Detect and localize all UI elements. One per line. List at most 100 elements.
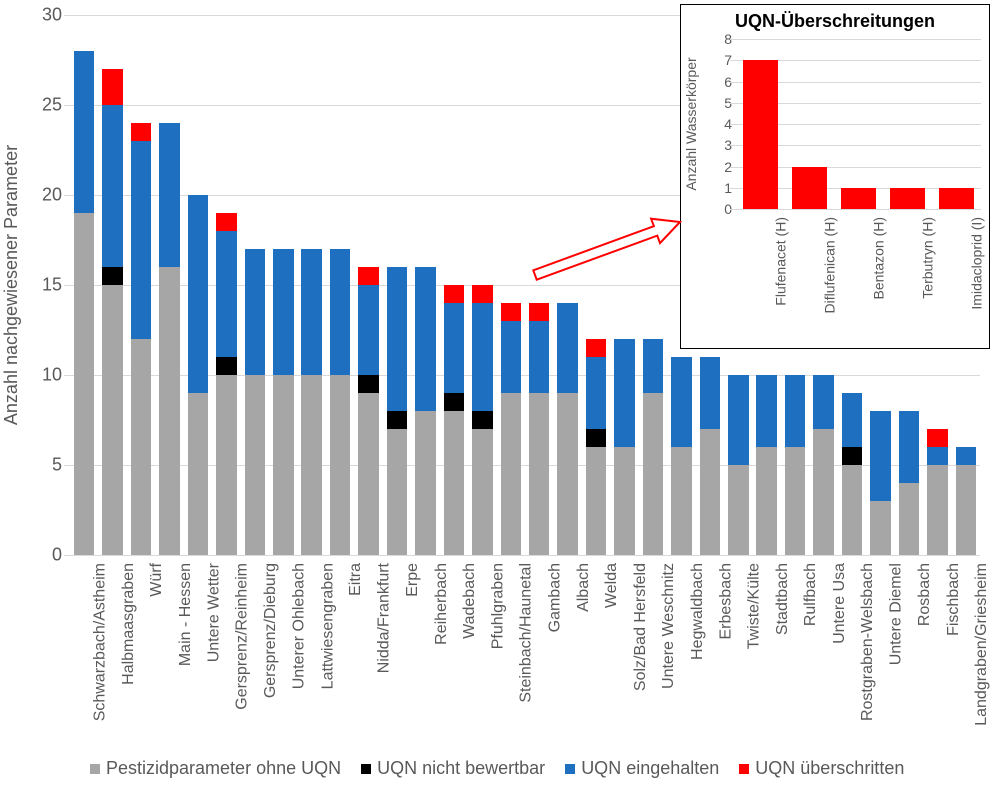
inset-bar bbox=[890, 188, 924, 209]
bar-segment-ohne_uqn bbox=[444, 411, 464, 555]
legend-item: UQN überschritten bbox=[739, 758, 904, 779]
bar-segment-eingeh bbox=[131, 141, 151, 339]
legend-swatch bbox=[361, 764, 371, 774]
bar-segment-eingeh bbox=[415, 267, 435, 411]
bar bbox=[74, 15, 94, 555]
bar-segment-nicht_bew bbox=[387, 411, 407, 429]
bar-segment-ohne_uqn bbox=[529, 393, 549, 555]
bar-segment-eingeh bbox=[586, 357, 606, 429]
bar-segment-ohne_uqn bbox=[387, 429, 407, 555]
bar-segment-ueber bbox=[131, 123, 151, 141]
bar-segment-nicht_bew bbox=[102, 267, 122, 285]
bar-segment-ohne_uqn bbox=[245, 375, 265, 555]
inset-x-axis-line bbox=[736, 209, 981, 210]
bar-segment-nicht_bew bbox=[472, 411, 492, 429]
x-tick-label: Stadtbach bbox=[774, 563, 792, 635]
inset-bar bbox=[743, 60, 777, 209]
bar bbox=[358, 15, 378, 555]
legend-item: UQN eingehalten bbox=[565, 758, 719, 779]
x-tick-label: Gersprenz/Dieburg bbox=[262, 563, 280, 698]
x-tick-label: Steinbach/Haunetal bbox=[518, 563, 536, 703]
bar-segment-ueber bbox=[927, 429, 947, 447]
bar-segment-eingeh bbox=[785, 375, 805, 447]
bar-segment-ohne_uqn bbox=[756, 447, 776, 555]
bar-segment-ueber bbox=[102, 69, 122, 105]
bar-segment-eingeh bbox=[444, 303, 464, 393]
bar-segment-ohne_uqn bbox=[614, 447, 634, 555]
x-tick-label: Gersprenz/Reinheim bbox=[234, 563, 252, 710]
bar-segment-ohne_uqn bbox=[899, 483, 919, 555]
y-tick-mark bbox=[64, 465, 70, 466]
bar-segment-eingeh bbox=[899, 411, 919, 483]
y-tick-mark bbox=[730, 39, 736, 40]
y-tick-mark bbox=[64, 285, 70, 286]
bar-segment-ohne_uqn bbox=[301, 375, 321, 555]
bar-segment-eingeh bbox=[557, 303, 577, 393]
callout-arrow bbox=[515, 202, 700, 295]
bar-segment-eingeh bbox=[728, 375, 748, 465]
bar-segment-nicht_bew bbox=[444, 393, 464, 411]
bar-segment-nicht_bew bbox=[358, 375, 378, 393]
bar bbox=[188, 15, 208, 555]
bar-segment-ueber bbox=[586, 339, 606, 357]
x-tick-label: Würf bbox=[148, 563, 166, 597]
bar-segment-eingeh bbox=[330, 249, 350, 375]
y-tick-mark bbox=[730, 167, 736, 168]
bar bbox=[159, 15, 179, 555]
bar bbox=[131, 15, 151, 555]
inset-x-label: Flufenacet (H) bbox=[773, 217, 789, 306]
bar-segment-eingeh bbox=[756, 375, 776, 447]
bar-segment-ohne_uqn bbox=[159, 267, 179, 555]
legend: Pestizidparameter ohne UQN UQN nicht bewe… bbox=[90, 758, 904, 779]
bar-segment-ohne_uqn bbox=[842, 465, 862, 555]
bar-segment-ohne_uqn bbox=[557, 393, 577, 555]
bar-segment-ohne_uqn bbox=[358, 393, 378, 555]
inset-title: UQN-Überschreitungen bbox=[681, 11, 989, 32]
bar-segment-ohne_uqn bbox=[700, 429, 720, 555]
x-tick-label: Gambach bbox=[546, 563, 564, 632]
bar-segment-eingeh bbox=[870, 411, 890, 501]
x-tick-label: Welda bbox=[603, 563, 621, 608]
bar bbox=[472, 15, 492, 555]
x-tick-label: Erbesbach bbox=[717, 563, 735, 640]
bar-segment-eingeh bbox=[216, 231, 236, 357]
x-tick-label: Wadebach bbox=[461, 563, 479, 639]
bar-segment-ohne_uqn bbox=[586, 447, 606, 555]
bar-segment-nicht_bew bbox=[842, 447, 862, 465]
bar-segment-nicht_bew bbox=[586, 429, 606, 447]
bar-segment-ueber bbox=[358, 267, 378, 285]
bar bbox=[387, 15, 407, 555]
bar-segment-nicht_bew bbox=[216, 357, 236, 375]
legend-swatch bbox=[90, 764, 100, 774]
bar bbox=[273, 15, 293, 555]
legend-label: UQN überschritten bbox=[755, 758, 904, 779]
bar-segment-eingeh bbox=[159, 123, 179, 267]
y-tick-mark bbox=[730, 124, 736, 125]
x-tick-label: Pfuhlgraben bbox=[490, 563, 508, 649]
bar-segment-eingeh bbox=[273, 249, 293, 375]
bar-segment-eingeh bbox=[358, 285, 378, 375]
bar bbox=[330, 15, 350, 555]
legend-label: UQN nicht bewertbar bbox=[377, 758, 545, 779]
bar-segment-eingeh bbox=[643, 339, 663, 393]
x-tick-label: Untere Usa bbox=[831, 563, 849, 644]
inset-x-label: Bentazon (H) bbox=[871, 217, 887, 299]
x-tick-label: Erpe bbox=[404, 563, 422, 597]
bar-segment-ohne_uqn bbox=[131, 339, 151, 555]
legend-label: UQN eingehalten bbox=[581, 758, 719, 779]
bar-segment-eingeh bbox=[614, 339, 634, 447]
legend-label: Pestizidparameter ohne UQN bbox=[106, 758, 341, 779]
inset-x-label: Terbutryn (H) bbox=[920, 217, 936, 299]
bar-segment-ohne_uqn bbox=[102, 285, 122, 555]
x-tick-label: Untere Diemel bbox=[888, 563, 906, 665]
bar-segment-eingeh bbox=[472, 303, 492, 411]
bar-segment-ohne_uqn bbox=[813, 429, 833, 555]
bar-segment-eingeh bbox=[927, 447, 947, 465]
inset-gridline bbox=[736, 39, 981, 40]
bar-segment-eingeh bbox=[245, 249, 265, 375]
bar-segment-eingeh bbox=[956, 447, 976, 465]
x-tick-label: Rostgraben-Welsbach bbox=[859, 563, 877, 721]
bar bbox=[415, 15, 435, 555]
bar-segment-eingeh bbox=[188, 195, 208, 393]
bar-segment-eingeh bbox=[301, 249, 321, 375]
